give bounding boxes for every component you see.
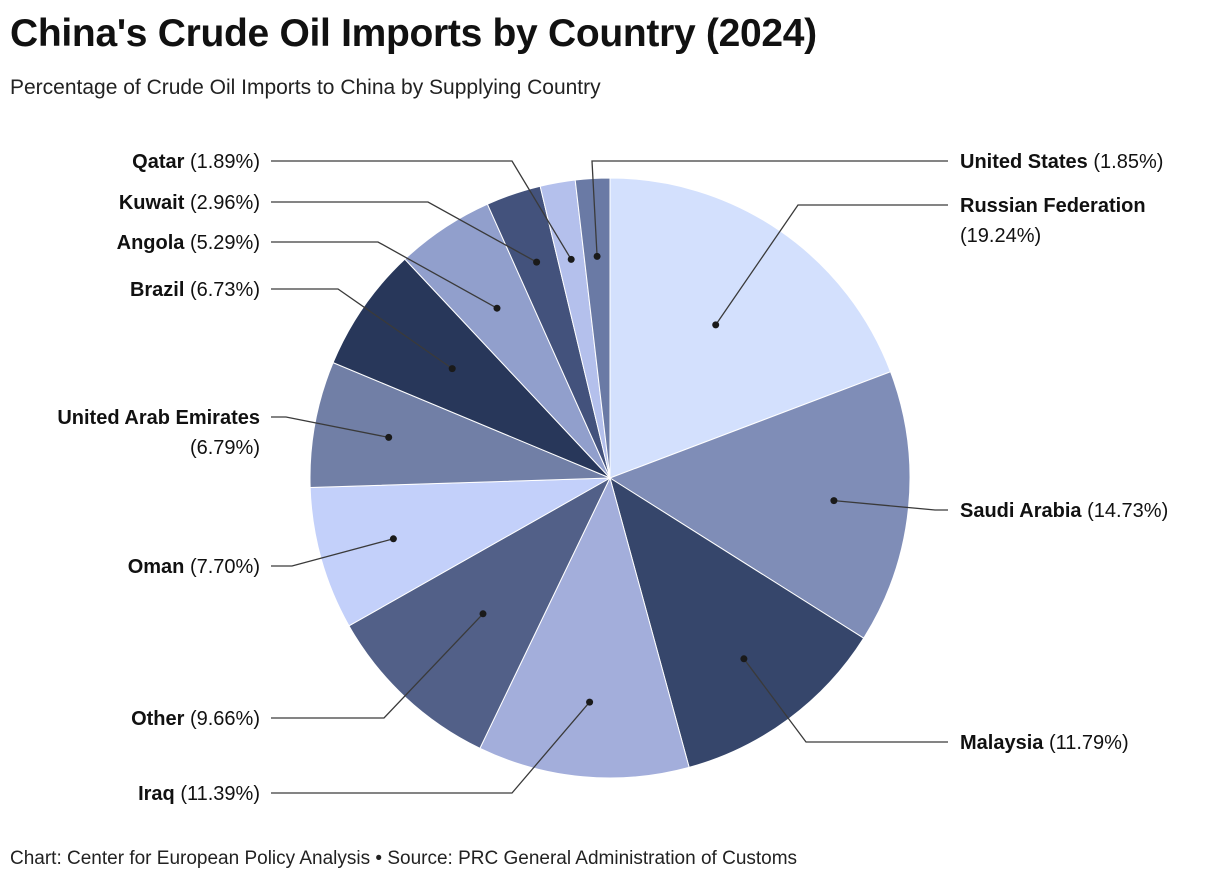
leader-other <box>271 613 484 719</box>
leader-united-states <box>591 160 948 257</box>
dot-united-states <box>593 252 601 260</box>
label-iraq: Iraq (11.39%) <box>138 783 260 805</box>
leader-russian-federation <box>715 204 948 326</box>
label-value-oman: (7.70%) <box>184 556 260 578</box>
leader-iraq <box>271 701 591 794</box>
label-name-qatar: Qatar <box>132 151 184 173</box>
leader-kuwait <box>271 201 537 263</box>
leader-brazil <box>271 288 453 370</box>
label-value-russian-federation: (19.24%) <box>960 225 1041 247</box>
label-value-qatar: (1.89%) <box>184 151 260 173</box>
label-qatar: Qatar (1.89%) <box>132 151 260 173</box>
chart-title: China's Crude Oil Imports by Country (20… <box>10 12 817 55</box>
label-name-russian-federation: Russian Federation <box>960 195 1146 217</box>
chart-source-credit: Chart: Center for European Policy Analys… <box>10 848 798 869</box>
label-brazil: Brazil (6.73%) <box>130 279 260 301</box>
leader-malaysia <box>743 658 948 743</box>
label-value-saudi-arabia: (14.73%) <box>1082 500 1169 522</box>
label-name-brazil: Brazil <box>130 279 184 301</box>
label-name-other: Other <box>131 708 185 730</box>
dot-malaysia <box>740 655 748 663</box>
leader-oman <box>271 538 394 567</box>
dot-iraq <box>586 698 594 706</box>
leader-qatar <box>271 160 572 260</box>
label-value-kuwait: (2.96%) <box>184 192 260 214</box>
dot-other <box>479 610 487 618</box>
label-name-kuwait: Kuwait <box>119 192 185 214</box>
leader-saudi-arabia <box>833 499 948 511</box>
leader-angola <box>271 241 498 309</box>
dot-russian-federation <box>712 321 720 329</box>
label-name-malaysia: Malaysia <box>960 732 1044 754</box>
label-value-malaysia: (11.79%) <box>1043 732 1128 754</box>
label-value-brazil: (6.73%) <box>184 279 260 301</box>
label-oman: Oman (7.70%) <box>128 556 260 578</box>
label-other: Other (9.66%) <box>131 708 260 730</box>
label-kuwait: Kuwait (2.96%) <box>119 192 260 214</box>
label-name-saudi-arabia: Saudi Arabia <box>960 500 1082 522</box>
label-name-united-arab-emirates: United Arab Emirates <box>57 407 260 429</box>
label-name-iraq: Iraq <box>138 783 175 805</box>
leader-lines <box>271 160 948 794</box>
slice-united-arab-emirates <box>309 361 611 489</box>
label-value-iraq: (11.39%) <box>175 783 260 805</box>
label-angola: Angola (5.29%) <box>117 232 260 254</box>
label-name-oman: Oman <box>128 556 185 578</box>
slice-oman <box>309 477 611 627</box>
slice-iraq <box>479 476 690 779</box>
dot-qatar <box>567 255 575 263</box>
label-value-united-states: (1.85%) <box>1088 151 1164 173</box>
dot-united-arab-emirates <box>385 433 393 441</box>
slice-labels: Russian Federation (19.24%) Saudi Arabia (… <box>57 151 1168 805</box>
pie-slices <box>309 177 911 779</box>
dot-angola <box>493 304 501 312</box>
slice-other <box>348 476 612 749</box>
chart-subtitle: Percentage of Crude Oil Imports to China… <box>10 76 601 99</box>
label-value-united-arab-emirates: (6.79%) <box>190 437 260 459</box>
label-value-other: (9.66%) <box>184 708 260 730</box>
label-united-arab-emirates: United Arab Emirates <box>57 407 260 429</box>
label-united-states: United States (1.85%) <box>960 151 1163 173</box>
leader-united-arab-emirates <box>271 416 389 439</box>
label-name-united-states: United States <box>960 151 1088 173</box>
dot-saudi-arabia <box>830 497 838 505</box>
dot-oman <box>389 535 397 543</box>
dot-brazil <box>448 365 456 373</box>
label-name-angola: Angola <box>117 232 186 254</box>
dot-kuwait <box>533 258 541 266</box>
label-malaysia: Malaysia (11.79%) <box>960 732 1129 754</box>
label-value-angola: (5.29%) <box>184 232 260 254</box>
label-russian-federation: Russian Federation <box>960 195 1146 217</box>
label-saudi-arabia: Saudi Arabia (14.73%) <box>960 500 1168 522</box>
